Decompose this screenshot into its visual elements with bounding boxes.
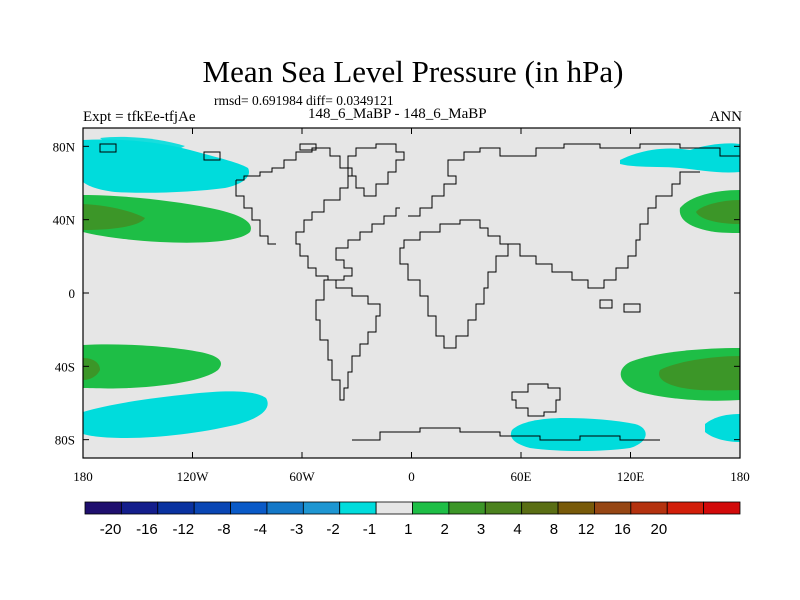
colorbar-label: 4 — [513, 521, 521, 538]
colorbar-swatch — [339, 501, 377, 515]
colorbar-label: 1 — [404, 521, 412, 538]
colorbar-swatch — [412, 501, 450, 515]
colorbar-swatch — [84, 501, 122, 515]
north-cyan-patch-top — [100, 136, 185, 154]
season-label: ANN — [709, 109, 743, 125]
y-tick-label: 0 — [69, 286, 76, 301]
y-tick-label: 40S — [55, 359, 75, 374]
x-tick-label: 180 — [730, 469, 750, 484]
period-label: 148_6_MaBP - 148_6_MaBP — [308, 106, 487, 122]
y-tick-label: 40N — [53, 213, 76, 228]
colorbar-swatch — [120, 501, 159, 515]
x-tick-label: 120E — [617, 469, 645, 484]
north-darkgreen-core-east — [696, 200, 740, 224]
colorbar-label: -2 — [326, 521, 339, 538]
experiment-label: Expt = tfkEe-tfjAe — [83, 109, 196, 125]
north-cyan-band-east — [620, 143, 740, 173]
colorbar-swatch — [521, 501, 559, 515]
colorbar-labels: -20 -16 -12 -8 -4 -3 -2 -1 1 2 3 4 8 12 16 20 — [100, 521, 668, 538]
y-tick-label: 80N — [53, 139, 76, 154]
coastlines — [99, 143, 740, 441]
south-cyan-band-center — [510, 418, 646, 451]
colorbar-swatch — [484, 501, 523, 515]
colorbar-swatch — [266, 501, 304, 515]
north-cyan-band-west — [83, 139, 250, 193]
colorbar-label: 20 — [651, 521, 668, 538]
colorbar-label: -3 — [290, 521, 303, 538]
colorbar-swatch — [375, 501, 413, 515]
south-green-high-west — [83, 344, 221, 389]
x-tick-label: 0 — [408, 469, 415, 484]
colorbar-label: -1 — [363, 521, 376, 538]
colorbar-label: 8 — [550, 521, 558, 538]
colorbar-swatch — [703, 501, 741, 515]
y-tick-label: 80S — [55, 433, 75, 448]
x-axis-labels: 180 120W 60W 0 60E 120E 180 — [73, 469, 750, 484]
north-green-high-west — [83, 195, 251, 243]
colorbar-label: 12 — [578, 521, 595, 538]
colorbar — [84, 501, 741, 515]
x-tick-label: 120W — [177, 469, 210, 484]
x-tick-label: 60W — [289, 469, 315, 484]
colorbar-label: 3 — [477, 521, 485, 538]
colorbar-swatch — [630, 501, 668, 515]
map-title: Mean Sea Level Pressure (in hPa) — [202, 54, 624, 89]
colorbar-label: 2 — [441, 521, 449, 538]
y-axis-labels: 80N 40N 0 40S 80S — [53, 139, 76, 447]
south-darkgreen-core-west — [83, 358, 100, 380]
south-cyan-band-west — [83, 391, 268, 438]
stats-line: rmsd= 0.691984 diff= 0.0349121 — [214, 93, 394, 108]
south-cyan-band-east — [705, 414, 740, 442]
tick-marks — [82, 128, 741, 458]
north-darkgreen-core-west — [83, 204, 145, 230]
south-darkgreen-core-east — [659, 356, 740, 391]
colorbar-label: -8 — [217, 521, 230, 538]
colorbar-label: -12 — [172, 521, 194, 538]
colorbar-swatch — [193, 501, 231, 515]
anomaly-shading — [83, 136, 740, 451]
colorbar-label: -16 — [136, 521, 158, 538]
colorbar-label: -4 — [254, 521, 267, 538]
colorbar-swatch — [157, 501, 195, 515]
colorbar-swatch — [666, 501, 705, 515]
colorbar-swatch — [448, 501, 486, 515]
colorbar-swatch — [557, 501, 595, 515]
x-tick-label: 180 — [73, 469, 93, 484]
colorbar-label: 16 — [614, 521, 631, 538]
x-tick-label: 60E — [511, 469, 532, 484]
colorbar-swatch — [302, 501, 341, 515]
colorbar-label: -20 — [100, 521, 122, 538]
colorbar-swatch — [230, 501, 268, 515]
colorbar-swatch — [594, 501, 632, 515]
